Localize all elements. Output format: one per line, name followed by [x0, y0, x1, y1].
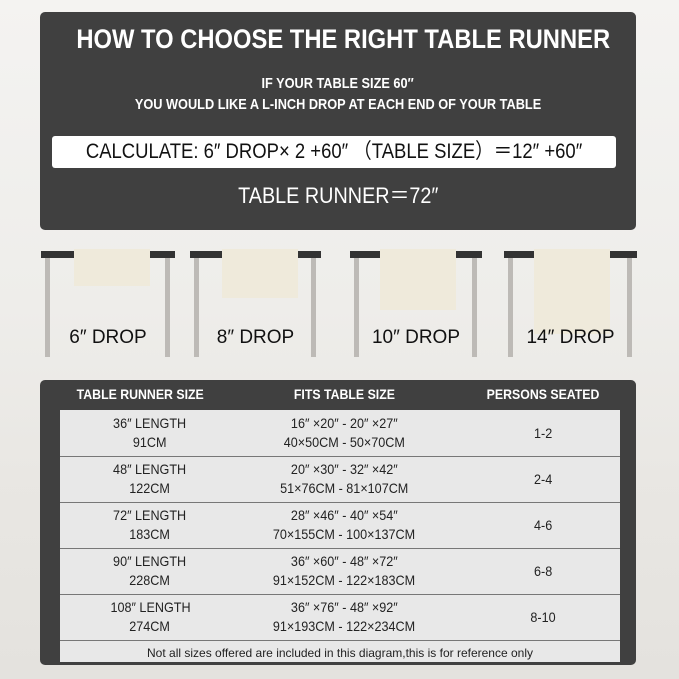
size-inches: 108″ LENGTH	[109, 599, 191, 615]
column-header-text: PERSONS SEATED	[486, 386, 600, 402]
column-header-text: FITS TABLE SIZE	[293, 386, 395, 402]
size-cm: 91CM	[133, 434, 167, 450]
persons-seated-cell: 4-6	[450, 502, 636, 548]
runner-size-cell: 36″ LENGTH 91CM	[60, 410, 240, 456]
fits-cm: 91×152CM - 122×183CM	[272, 572, 416, 588]
persons-value: 1-2	[533, 424, 553, 441]
table-leg	[45, 258, 50, 357]
table-top-left	[350, 251, 380, 258]
example-line-2-text: YOU WOULD LIKE A L-INCH DROP AT EACH END…	[134, 96, 542, 113]
table-body: 36″ LENGTH 91CM 16″ ×20″ - 20″ ×27″ 40×50CM…	[60, 410, 620, 662]
persons-value: 4-6	[533, 516, 553, 533]
table-top-right	[150, 251, 175, 258]
runner-drop	[222, 249, 298, 298]
table-row: 108″ LENGTH 274CM 36″ ×76″ - 48″ ×92″ 91×19…	[60, 594, 620, 641]
size-cm: 274CM	[129, 618, 171, 634]
persons-value: 2-4	[533, 470, 553, 487]
table-leg	[311, 258, 316, 357]
table-leg	[354, 258, 359, 357]
table-top-right	[610, 251, 637, 258]
example-line-1-text: IF YOUR TABLE SIZE 60″	[261, 75, 415, 92]
table-row: 90″ LENGTH 228CM 36″ ×60″ - 48″ ×72″ 91×152…	[60, 548, 620, 595]
table-top-left	[190, 251, 222, 258]
calculation-result-text: TABLE RUNNER＝72″	[237, 183, 439, 208]
runner-drop	[380, 249, 456, 310]
size-inches: 90″ LENGTH	[113, 553, 187, 569]
table-top-right	[456, 251, 482, 258]
fits-cm: 70×155CM - 100×137CM	[272, 526, 416, 542]
table-leg	[508, 258, 513, 357]
column-header-persons-seated: PERSONS SEATED	[450, 386, 636, 402]
calculation-text: CALCULATE: 6″ DROP× 2 +60″ （TABLE SIZE）＝…	[85, 140, 583, 163]
table-row: 48″ LENGTH 122CM 20″ ×30″ - 32″ ×42″ 51×76C…	[60, 456, 620, 503]
fits-inches: 16″ ×20″ - 20″ ×27″	[290, 415, 398, 431]
fits-inches: 20″ ×30″ - 32″ ×42″	[290, 461, 398, 477]
column-header-fits-table-size: FITS TABLE SIZE	[240, 386, 448, 402]
runner-drop	[534, 249, 610, 335]
size-inches: 36″ LENGTH	[113, 415, 187, 431]
size-table: TABLE RUNNER SIZE FITS TABLE SIZE PERSON…	[40, 380, 636, 665]
table-leg	[627, 258, 632, 357]
calculation-result: TABLE RUNNER＝72″	[40, 178, 636, 210]
table-row: 36″ LENGTH 91CM 16″ ×20″ - 20″ ×27″ 40×50CM…	[60, 410, 620, 457]
calculation-panel: HOW TO CHOOSE THE RIGHT TABLE RUNNER IF …	[40, 12, 636, 230]
size-cm: 122CM	[129, 480, 171, 496]
fits-table-size-cell: 36″ ×76″ - 48″ ×92″ 91×193CM - 122×234CM	[240, 594, 448, 640]
size-inches: 72″ LENGTH	[113, 507, 187, 523]
size-cm: 183CM	[129, 526, 171, 542]
table-top-left	[504, 251, 534, 258]
fits-table-size-cell: 36″ ×60″ - 48″ ×72″ 91×152CM - 122×183CM	[240, 548, 448, 594]
fits-inches: 36″ ×76″ - 48″ ×92″	[290, 599, 398, 615]
calculation-box: CALCULATE: 6″ DROP× 2 +60″ （TABLE SIZE）＝…	[52, 136, 616, 168]
persons-value: 8-10	[530, 608, 556, 625]
size-inches: 48″ LENGTH	[113, 461, 187, 477]
table-top-right	[298, 251, 321, 258]
example-line-2: YOU WOULD LIKE A L-INCH DROP AT EACH END…	[40, 96, 636, 113]
column-header-runner-size: TABLE RUNNER SIZE	[40, 386, 240, 402]
persons-seated-cell: 8-10	[450, 594, 636, 640]
table-row: 72″ LENGTH 183CM 28″ ×46″ - 40″ ×54″ 70×155…	[60, 502, 620, 549]
fits-cm: 51×76CM - 81×107CM	[279, 480, 409, 496]
footnote: Not all sizes offered are included in th…	[147, 646, 533, 660]
drop-label: 14″ DROP	[526, 327, 615, 348]
table-leg	[472, 258, 477, 357]
example-line-1: IF YOUR TABLE SIZE 60″	[40, 75, 636, 92]
page-title: HOW TO CHOOSE THE RIGHT TABLE RUNNER	[40, 24, 636, 55]
fits-inches: 36″ ×60″ - 48″ ×72″	[290, 553, 398, 569]
runner-size-cell: 72″ LENGTH 183CM	[60, 502, 240, 548]
runner-drop	[74, 249, 150, 286]
runner-size-cell: 108″ LENGTH 274CM	[60, 594, 240, 640]
runner-size-cell: 90″ LENGTH 228CM	[60, 548, 240, 594]
drop-label: 8″ DROP	[216, 327, 295, 348]
table-leg	[194, 258, 199, 357]
runner-size-cell: 48″ LENGTH 122CM	[60, 456, 240, 502]
fits-cm: 91×193CM - 122×234CM	[272, 618, 416, 634]
persons-seated-cell: 1-2	[450, 410, 636, 456]
persons-seated-cell: 6-8	[450, 548, 636, 594]
size-cm: 228CM	[129, 572, 171, 588]
fits-cm: 40×50CM - 50×70CM	[283, 434, 405, 450]
fits-table-size-cell: 20″ ×30″ - 32″ ×42″ 51×76CM - 81×107CM	[240, 456, 448, 502]
page-title-text: HOW TO CHOOSE THE RIGHT TABLE RUNNER	[76, 24, 611, 54]
fits-table-size-cell: 16″ ×20″ - 20″ ×27″ 40×50CM - 50×70CM	[240, 410, 448, 456]
fits-table-size-cell: 28″ ×46″ - 40″ ×54″ 70×155CM - 100×137CM	[240, 502, 448, 548]
table-top-left	[41, 251, 74, 258]
drop-label: 6″ DROP	[69, 327, 147, 348]
persons-value: 6-8	[533, 562, 553, 579]
column-header-text: TABLE RUNNER SIZE	[76, 386, 204, 402]
persons-seated-cell: 2-4	[450, 456, 636, 502]
table-leg	[165, 258, 170, 357]
fits-inches: 28″ ×46″ - 40″ ×54″	[290, 507, 398, 523]
drop-label: 10″ DROP	[371, 327, 461, 348]
